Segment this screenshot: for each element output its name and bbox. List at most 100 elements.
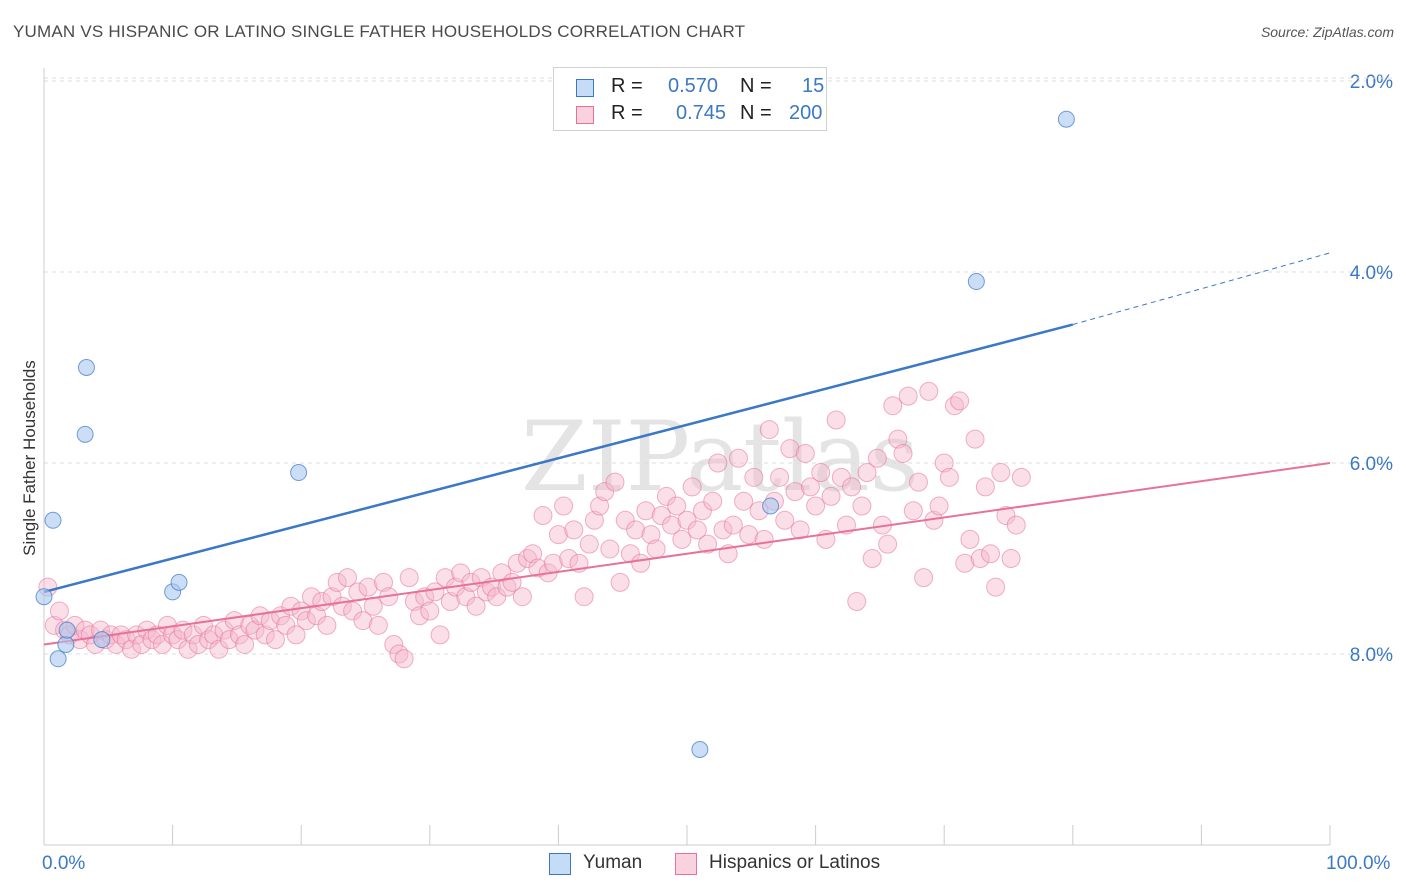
hispanic-point: [358, 577, 378, 597]
yuman-point: [49, 650, 67, 668]
legend-swatch-hispanic: [576, 106, 594, 124]
hispanic-point: [528, 558, 548, 578]
hispanic-point: [152, 634, 172, 654]
hispanic-point: [770, 467, 790, 487]
yuman-point: [967, 273, 985, 291]
hispanic-point: [399, 568, 419, 588]
yuman-point: [691, 741, 709, 758]
hispanic-point: [451, 563, 471, 583]
hispanic-point: [821, 486, 841, 506]
hispanic-point: [600, 539, 620, 559]
hispanic-point: [276, 615, 296, 635]
hispanic-point: [327, 572, 347, 592]
hispanic-point: [507, 553, 527, 573]
hispanic-point: [574, 587, 594, 607]
hispanic-point: [466, 596, 486, 616]
hispanic-point: [353, 611, 373, 631]
hispanic-point: [523, 544, 543, 564]
hispanic-point: [147, 625, 167, 645]
hispanic-point: [672, 529, 692, 549]
legend-r-value: 0.570: [668, 75, 719, 97]
hispanic-point: [636, 501, 656, 521]
hispanic-point: [337, 568, 357, 588]
hispanic-point: [934, 453, 954, 473]
bottom-legend-swatch-yuman: [549, 853, 571, 875]
hispanic-point: [780, 439, 800, 459]
hispanic-point: [363, 596, 383, 616]
yuman-point: [170, 573, 188, 591]
hispanic-point: [965, 429, 985, 449]
hispanic-point: [698, 534, 718, 554]
hispanic-point: [620, 544, 640, 564]
hispanic-point: [245, 620, 265, 640]
hispanic-point: [317, 615, 337, 635]
hispanic-point: [975, 477, 995, 497]
hispanic-point: [739, 525, 759, 545]
hispanic-point: [559, 549, 579, 568]
legend-n-value: 200: [789, 102, 823, 124]
hispanic-point: [610, 572, 630, 592]
hispanic-point: [903, 501, 923, 521]
hispanic-point: [209, 639, 229, 659]
hispanic-point: [235, 634, 255, 654]
yuman-point: [290, 464, 308, 482]
yuman-point: [762, 497, 780, 515]
hispanic-point: [296, 611, 316, 631]
hispanic-point: [168, 630, 188, 650]
hispanic-point: [919, 381, 939, 401]
hispanic-point: [703, 491, 723, 511]
hispanic-point: [626, 520, 646, 540]
hispanic-point: [790, 520, 810, 540]
hispanic-point: [374, 572, 394, 592]
hispanic-point: [487, 587, 507, 607]
hispanic-point: [836, 515, 856, 535]
hispanic-point: [420, 601, 440, 621]
yuman-point: [57, 635, 75, 653]
hispanic-point: [456, 587, 476, 607]
hispanic-point: [677, 510, 697, 530]
hispanic-point: [708, 453, 728, 473]
hispanic-point: [533, 506, 553, 526]
hispanic-point: [785, 482, 805, 502]
hispanic-point: [883, 396, 903, 416]
hispanic-point: [950, 391, 970, 411]
hispanic-point: [132, 634, 152, 654]
yuman-trend-line: [43, 323, 1074, 594]
hispanic-point: [867, 448, 887, 468]
hispanic-point: [322, 587, 342, 607]
yuman-point: [58, 621, 76, 639]
yuman-point: [76, 425, 94, 443]
y-axis-title: Single Father Households: [20, 360, 39, 556]
hispanic-point: [991, 463, 1011, 483]
hispanic-point: [888, 429, 908, 449]
hispanic-point: [800, 477, 820, 497]
hispanic-point: [893, 443, 913, 463]
x-axis-min-label: 0.0%: [42, 853, 86, 874]
hispanic-point: [1006, 515, 1026, 535]
hispanic-point: [178, 639, 198, 659]
hispanic-point: [631, 553, 651, 573]
hispanic-point: [188, 634, 208, 654]
yuman-point: [35, 588, 53, 606]
hispanic-point: [564, 520, 584, 540]
hispanic-point: [939, 467, 959, 487]
hispanic-point: [430, 625, 450, 645]
hispanic-point: [548, 525, 568, 545]
hispanic-point: [590, 496, 610, 516]
hispanic-point: [754, 529, 774, 549]
hispanic-point: [410, 606, 430, 626]
hispanic-point: [662, 515, 682, 535]
hispanic-point: [229, 625, 249, 645]
bottom-legend-label-yuman: Yuman: [583, 852, 643, 873]
hispanic-point: [986, 577, 1006, 597]
hispanic-point: [394, 649, 414, 669]
hispanic-point: [682, 477, 702, 497]
hispanic-point: [265, 630, 285, 650]
hispanic-point: [49, 601, 69, 621]
correlation-legend: R = 0.570 N = 15 R = 0.745 N = 200: [553, 67, 827, 131]
hispanic-point: [970, 549, 990, 568]
hispanic-point: [641, 525, 661, 545]
hispanic-point: [723, 515, 743, 535]
hispanic-point: [878, 534, 898, 554]
hispanic-point: [955, 553, 975, 573]
